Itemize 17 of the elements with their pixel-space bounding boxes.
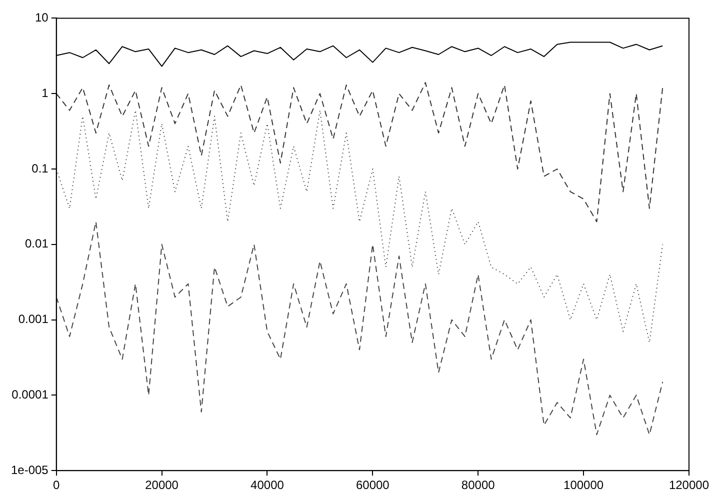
x-tick-label: 20000 bbox=[145, 478, 179, 492]
x-tick-label: 100000 bbox=[564, 478, 604, 492]
x-tick-label: 0 bbox=[53, 478, 60, 492]
x-tick-label: 80000 bbox=[461, 478, 496, 492]
y-tick-label: 10 bbox=[35, 10, 49, 25]
line-series bbox=[56, 82, 664, 222]
x-tick-label: 40000 bbox=[250, 478, 284, 492]
line-series bbox=[56, 221, 664, 436]
y-tick-label: 0.0001 bbox=[12, 388, 49, 402]
line-series bbox=[56, 110, 664, 343]
x-tick-label: 60000 bbox=[356, 478, 390, 492]
y-tick-label: 1 bbox=[42, 86, 49, 100]
y-tick-label: 0.1 bbox=[32, 161, 49, 176]
y-tick-label: 1e-005 bbox=[10, 462, 49, 477]
y-tick-label: 0.01 bbox=[25, 236, 49, 251]
y-tick-label: 0.001 bbox=[18, 312, 49, 326]
x-tick-label: 120000 bbox=[668, 478, 710, 492]
